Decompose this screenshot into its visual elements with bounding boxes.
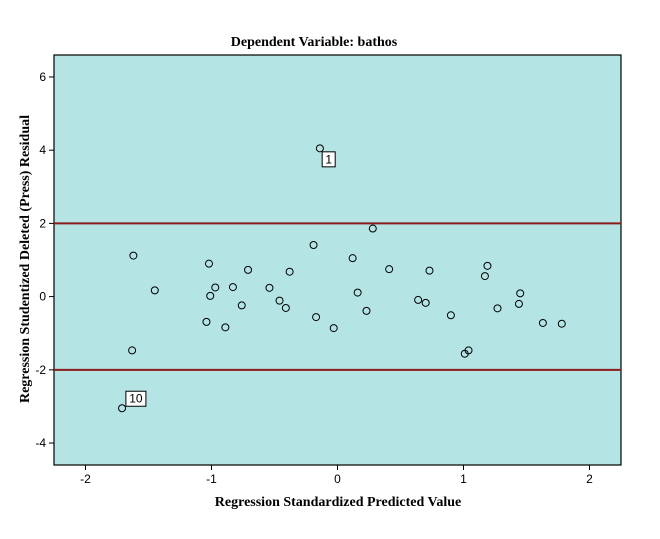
y-tick-label: 2: [39, 216, 46, 230]
x-axis: -2 -1 0 1 2: [80, 465, 593, 486]
point-label: 1: [325, 152, 332, 166]
y-tick-label: 0: [39, 290, 46, 304]
scatter-point: [414, 295, 423, 304]
x-tick-label: 1: [460, 472, 467, 486]
reference-lines: [54, 222, 621, 371]
point-annotations: 1 10: [125, 151, 336, 407]
scatter-point: [425, 266, 434, 275]
x-tick-label: -1: [206, 472, 217, 486]
scatter-point: [464, 346, 473, 355]
scatter-point: [538, 318, 547, 327]
y-axis-title: Regression Studentized Deleted (Press) R…: [18, 115, 33, 403]
scatter-point: [348, 254, 357, 263]
scatter-point: [150, 286, 159, 295]
scatter-point: [329, 324, 338, 333]
scatter-point: [493, 304, 502, 313]
scatter-point: [281, 303, 290, 312]
scatter-point: [128, 346, 137, 355]
data-points: [118, 144, 566, 413]
y-tick-label: -2: [35, 363, 46, 377]
scatter-point: [129, 251, 138, 260]
chart-title: Dependent Variable: bathos: [231, 35, 398, 50]
scatter-point: [421, 298, 430, 307]
scatter-point: [211, 283, 220, 292]
scatter-point: [446, 311, 455, 320]
x-tick-label: 0: [334, 472, 341, 486]
scatter-point: [557, 319, 566, 328]
scatter-point: [516, 289, 525, 298]
point-label: 10: [129, 392, 143, 406]
scatter-point: [228, 283, 237, 292]
scatter-point: [221, 323, 230, 332]
y-tick-label: 4: [39, 143, 46, 157]
scatter-point: [353, 288, 362, 297]
scatter-point: [514, 299, 523, 308]
scatter-point: [244, 265, 253, 274]
scatter-point: [202, 317, 211, 326]
plot-area: [53, 54, 622, 466]
point-label-box: [321, 151, 336, 168]
scatter-point: [362, 306, 371, 315]
scatter-point: [237, 301, 246, 310]
scatter-point: [483, 261, 492, 270]
x-tick-label: 2: [586, 472, 593, 486]
scatter-point: [285, 267, 294, 276]
point-label-box: [125, 390, 147, 407]
scatter-point: [385, 265, 394, 274]
scatter-point: [312, 313, 321, 322]
scatter-point: [275, 296, 284, 305]
scatter-point: [118, 404, 127, 413]
scatter-point: [206, 291, 215, 300]
y-tick-label: 6: [39, 70, 46, 84]
scatter-point: [315, 144, 324, 153]
x-axis-title: Regression Standardized Predicted Value: [215, 495, 461, 510]
scatter-point: [480, 272, 489, 281]
scatter-point: [204, 259, 213, 268]
x-tick-label: -2: [80, 472, 91, 486]
scatter-point: [265, 283, 274, 292]
y-axis: -4 -2 0 2 4 6: [35, 70, 54, 450]
scatter-point: [309, 240, 318, 249]
scatter-point: [368, 224, 377, 233]
y-tick-label: -4: [35, 436, 46, 450]
